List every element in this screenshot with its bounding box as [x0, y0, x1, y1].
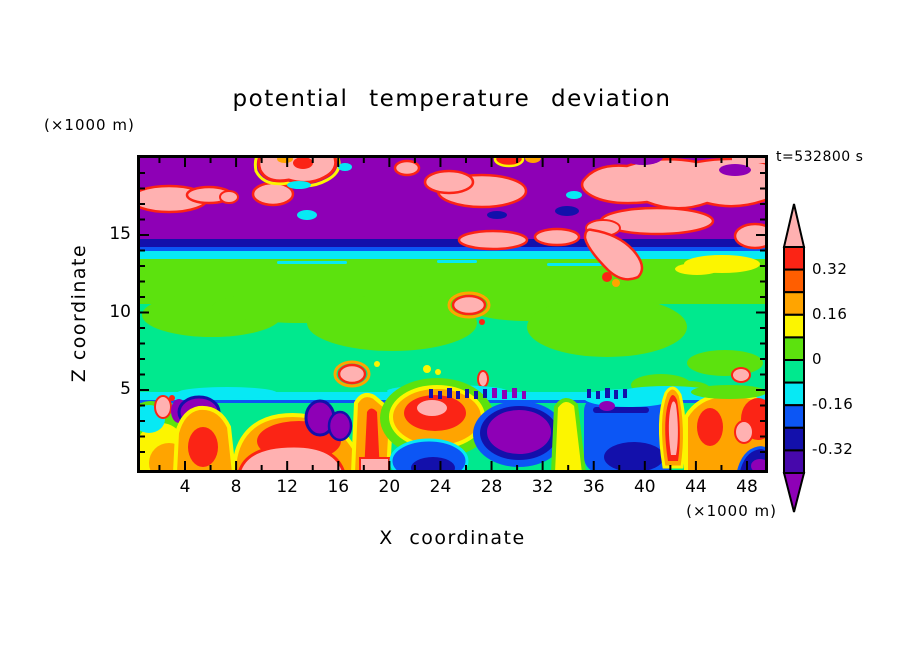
- x-tick-label: 4: [179, 477, 191, 497]
- colorbar-label: -0.32: [812, 440, 854, 459]
- chart-title: potential temperature deviation: [232, 86, 672, 112]
- x-tick-label: 28: [480, 477, 503, 497]
- x-tick-label: 12: [276, 477, 298, 497]
- timestamp-annotation: t=532800 s: [776, 149, 864, 165]
- x-tick-label: 32: [531, 477, 554, 497]
- colorbar-cell-indigo: [783, 449, 805, 474]
- colorbar-label: 0.32: [812, 259, 848, 278]
- y-axis-unit-label: (×1000 m): [44, 116, 135, 134]
- plot-frame: [137, 155, 768, 473]
- colorbar-cell-orangered: [783, 268, 805, 294]
- x-axis-title: X coordinate: [379, 527, 526, 549]
- colorbar-cell-spring: [783, 359, 805, 384]
- x-axis-unit-label: (×1000 m): [686, 502, 777, 520]
- y-tick-label: 5: [120, 379, 131, 399]
- x-tick-label: 48: [736, 477, 758, 497]
- colorbar-cell-blue: [783, 404, 805, 429]
- colorbar-cell-navy: [783, 426, 805, 452]
- x-tick-label: 36: [582, 477, 605, 497]
- x-tick-label: 8: [230, 477, 242, 497]
- contour-art: [137, 155, 768, 473]
- colorbar-cell-red: [783, 246, 805, 271]
- colorbar-cells: [783, 246, 805, 474]
- colorbar-cell-lime: [783, 336, 805, 361]
- axis-ticks: [140, 158, 765, 470]
- x-tick-label: 40: [633, 477, 656, 497]
- colorbar-label: 0.16: [812, 304, 848, 323]
- y-axis-title: Z coordinate: [68, 243, 90, 383]
- colorbar: [782, 203, 806, 513]
- colorbar-cell-cyan: [783, 381, 805, 407]
- colorbar-label: -0.16: [812, 395, 854, 414]
- x-tick-label: 20: [378, 477, 401, 497]
- y-tick-label: 15: [109, 224, 131, 244]
- x-tick-label: 16: [327, 477, 350, 497]
- colorbar-label: 0: [812, 350, 823, 368]
- colorbar-over-arrow: [782, 203, 806, 248]
- colorbar-cell-yellow: [783, 313, 805, 339]
- colorbar-under-arrow: [782, 472, 806, 513]
- y-tick-label: 10: [109, 301, 131, 322]
- x-tick-label: 44: [685, 477, 707, 497]
- contour-plot: [137, 155, 768, 473]
- x-tick-label: 24: [429, 477, 452, 497]
- colorbar-cell-orange: [783, 291, 805, 316]
